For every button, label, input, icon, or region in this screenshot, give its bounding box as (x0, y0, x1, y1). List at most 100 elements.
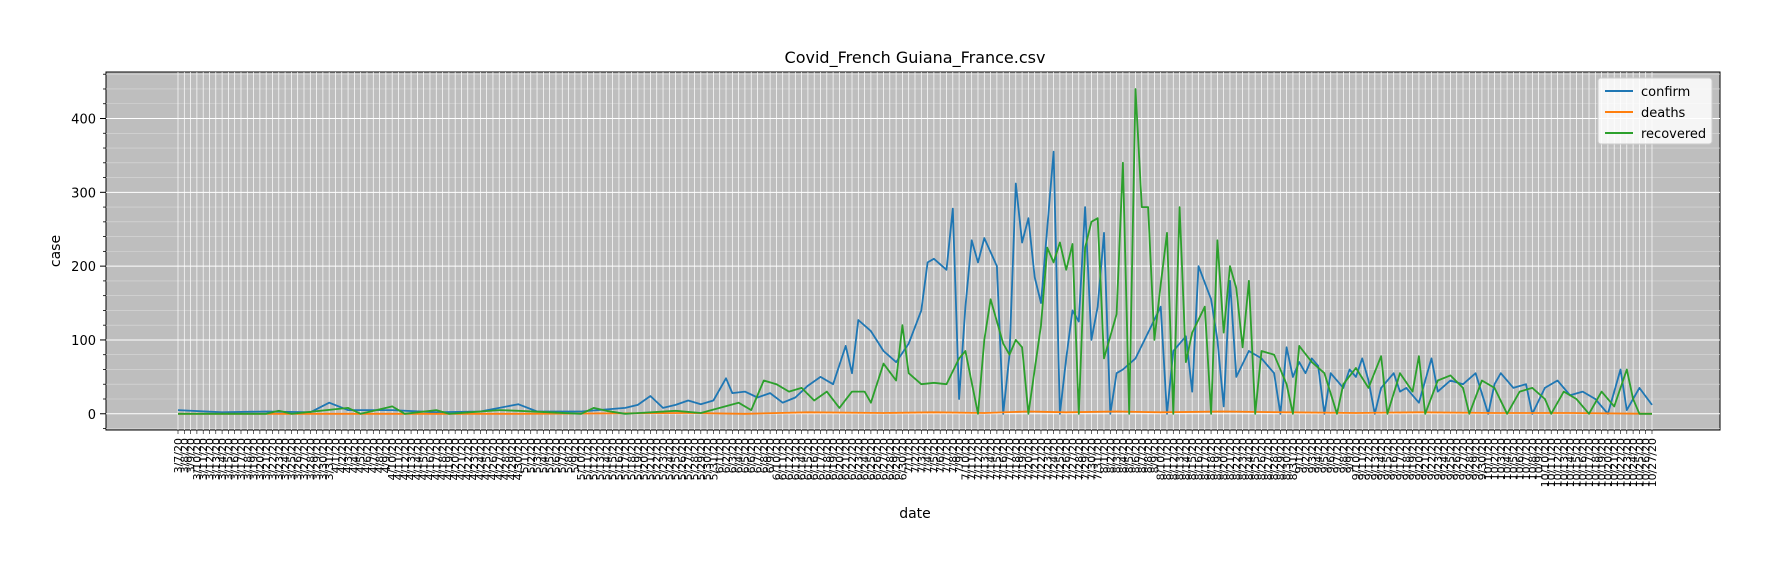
x-tick-label: 10/18/20 (1589, 438, 1602, 487)
x-tick-label: 5/9/20 (569, 438, 582, 473)
x-tick-label: 6/8/20 (758, 438, 771, 473)
x-tick-label: 10/3/20 (1495, 438, 1508, 480)
x-tick-label: 3/19/20 (248, 438, 261, 480)
x-tick-label: 8/10/20 (1155, 438, 1168, 480)
y-tick-label: 200 (71, 260, 96, 275)
x-tick-label: 10/5/20 (1507, 438, 1520, 480)
x-tick-label: 6/19/20 (827, 438, 840, 480)
x-tick-label: 4/6/20 (361, 438, 374, 473)
x-tick-label: 3/29/20 (311, 438, 324, 480)
x-tick-label: 5/17/20 (619, 438, 632, 480)
x-tick-label: 9/5/20 (1318, 438, 1331, 473)
x-tick-label: 10/13/20 (1558, 438, 1571, 487)
x-tick-label: 6/22/20 (846, 438, 859, 480)
x-tick-label: 6/9/20 (764, 438, 777, 473)
x-tick-label: 6/16/20 (808, 438, 821, 480)
x-tick-label: 7/19/20 (1016, 438, 1029, 480)
x-tick-label: 6/6/20 (745, 438, 758, 473)
x-tick-label: 9/10/20 (1350, 438, 1363, 480)
legend: confirm deaths recovered (1597, 77, 1713, 145)
x-tick-label: 7/7/20 (940, 438, 953, 473)
x-tick-label: 7/28/20 (1073, 438, 1086, 480)
x-tick-label: 8/1/20 (1098, 438, 1111, 473)
x-tick-label: 10/16/20 (1577, 438, 1590, 487)
x-tick-label: 6/25/20 (865, 438, 878, 480)
x-tick-label: 6/2/20 (720, 438, 733, 473)
x-tick-label: 3/24/20 (279, 438, 292, 480)
x-tick-label: 9/25/20 (1444, 438, 1457, 480)
x-tick-label: 8/18/20 (1205, 438, 1218, 480)
x-tick-label: 7/12/20 (972, 438, 985, 480)
x-tick-label: 10/10/20 (1539, 438, 1552, 487)
x-tick-label: 8/7/20 (1136, 438, 1149, 473)
x-tick-label: 5/19/20 (632, 438, 645, 480)
x-tick-label: 5/6/20 (550, 438, 563, 473)
x-tick-label: 7/18/20 (1010, 438, 1023, 480)
y-tick-label: 0 (88, 408, 96, 423)
x-tick-label: 4/24/20 (474, 438, 487, 480)
x-tick-label: 5/12/20 (588, 438, 601, 480)
x-tick-label: 10/24/20 (1627, 438, 1640, 487)
x-tick-label: 4/26/20 (487, 438, 500, 480)
x-tick-label: 10/17/20 (1583, 438, 1596, 487)
series-line-recovered (178, 88, 1652, 415)
x-tick-label: 8/22/20 (1230, 438, 1243, 480)
x-tick-label: 7/1/20 (903, 438, 916, 473)
x-tick-label: 10/20/20 (1602, 438, 1615, 487)
x-tick-label: 3/9/20 (185, 438, 198, 473)
x-tick-label: 7/31/20 (1092, 438, 1105, 480)
x-tick-label: 10/6/20 (1514, 438, 1527, 480)
x-tick-label: 3/14/20 (216, 438, 229, 480)
series-lines (177, 88, 1653, 415)
x-tick-label: 5/22/20 (651, 438, 664, 480)
x-tick-label: 3/8/20 (178, 438, 191, 473)
x-tick-label: 7/11/20 (966, 438, 979, 480)
x-tick-label: 6/24/20 (859, 438, 872, 480)
legend-label-recovered: recovered (1641, 127, 1706, 142)
x-tick-label: 9/3/20 (1306, 438, 1319, 473)
x-tick-label: 3/13/20 (210, 438, 223, 480)
x-tick-label: 8/9/20 (1148, 438, 1161, 473)
x-tick-label: 10/1/20 (1482, 438, 1495, 480)
x-tick-label: 7/29/20 (1079, 438, 1092, 480)
x-tick-label: 5/30/20 (701, 438, 714, 480)
x-tick-label: 3/21/20 (260, 438, 273, 480)
x-tick-label: 3/26/20 (292, 438, 305, 480)
x-tick-label: 4/11/20 (392, 438, 405, 480)
x-tick-label: 7/8/20 (947, 438, 960, 473)
x-tick-label: 9/9/20 (1344, 438, 1357, 473)
x-tick-label: 5/29/20 (695, 438, 708, 480)
x-tick-label: 7/2/20 (909, 438, 922, 473)
x-tick-label: 9/24/20 (1438, 438, 1451, 480)
x-tick-label: 3/18/20 (241, 438, 254, 480)
x-tick-label: 4/4/20 (348, 438, 361, 473)
x-tick-label: 9/14/20 (1375, 438, 1388, 480)
x-tick-label: 8/27/20 (1262, 438, 1275, 480)
x-tick-label: 8/16/20 (1192, 438, 1205, 480)
x-tick-label: 7/10/20 (959, 438, 972, 480)
x-tick-label: 5/27/20 (682, 438, 695, 480)
x-tick-label: 5/2/20 (525, 438, 538, 473)
x-tick-label: 9/18/20 (1400, 438, 1413, 480)
x-tick-label: 10/7/20 (1520, 438, 1533, 480)
x-tick-label: 4/16/20 (424, 438, 437, 480)
x-tick-label: 9/30/20 (1476, 438, 1489, 480)
x-tick-label: 5/10/20 (575, 438, 588, 480)
x-tick-label: 4/17/20 (430, 438, 443, 480)
x-tick-label: 9/27/20 (1457, 438, 1470, 480)
x-tick-label: 9/1/20 (1293, 438, 1306, 473)
x-tick-label: 10/11/20 (1545, 438, 1558, 487)
x-tick-label: 8/15/20 (1186, 438, 1199, 480)
x-tick-label: 7/6/20 (934, 438, 947, 473)
x-tick-label: 6/5/20 (739, 438, 752, 473)
x-tick-label: 6/20/20 (833, 438, 846, 480)
x-tick-label: 4/3/20 (342, 438, 355, 473)
x-tick-label: 6/4/20 (733, 438, 746, 473)
legend-label-confirm: confirm (1641, 85, 1690, 100)
x-tick-label: 6/23/20 (852, 438, 865, 480)
x-tick-label: 7/9/20 (953, 438, 966, 473)
x-tick-label: 7/15/20 (991, 438, 1004, 480)
x-tick-label: 10/2/20 (1489, 438, 1502, 480)
x-tick-label: 8/30/20 (1281, 438, 1294, 480)
x-tick-label: 3/31/20 (323, 438, 336, 480)
